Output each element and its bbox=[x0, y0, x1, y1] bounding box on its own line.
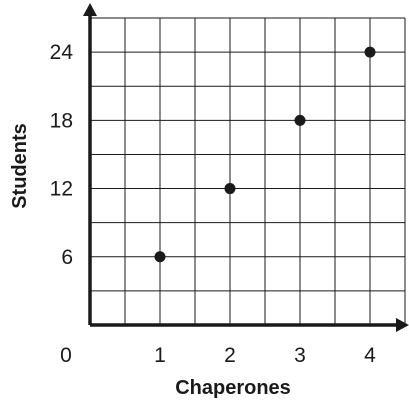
y-axis-title: Students bbox=[9, 123, 31, 209]
x-axis-title: Chaperones bbox=[175, 377, 291, 399]
y-tick-label: 24 bbox=[50, 41, 74, 64]
origin-label: 0 bbox=[60, 344, 72, 367]
y-tick-label: 6 bbox=[61, 246, 73, 269]
x-tick-label: 3 bbox=[294, 344, 306, 367]
data-points bbox=[154, 46, 376, 263]
data-point bbox=[154, 251, 166, 263]
y-tick-label: 18 bbox=[50, 109, 73, 132]
data-point bbox=[224, 183, 236, 195]
y-tick-label: 12 bbox=[50, 178, 73, 201]
data-point bbox=[364, 46, 376, 58]
data-point bbox=[294, 114, 306, 126]
x-axis-arrow bbox=[396, 318, 409, 332]
x-tick-label: 2 bbox=[224, 344, 236, 367]
y-axis-arrow bbox=[83, 3, 97, 16]
x-tick-label: 4 bbox=[364, 344, 376, 367]
grid-lines bbox=[90, 17, 406, 325]
x-tick-label: 1 bbox=[154, 344, 166, 367]
